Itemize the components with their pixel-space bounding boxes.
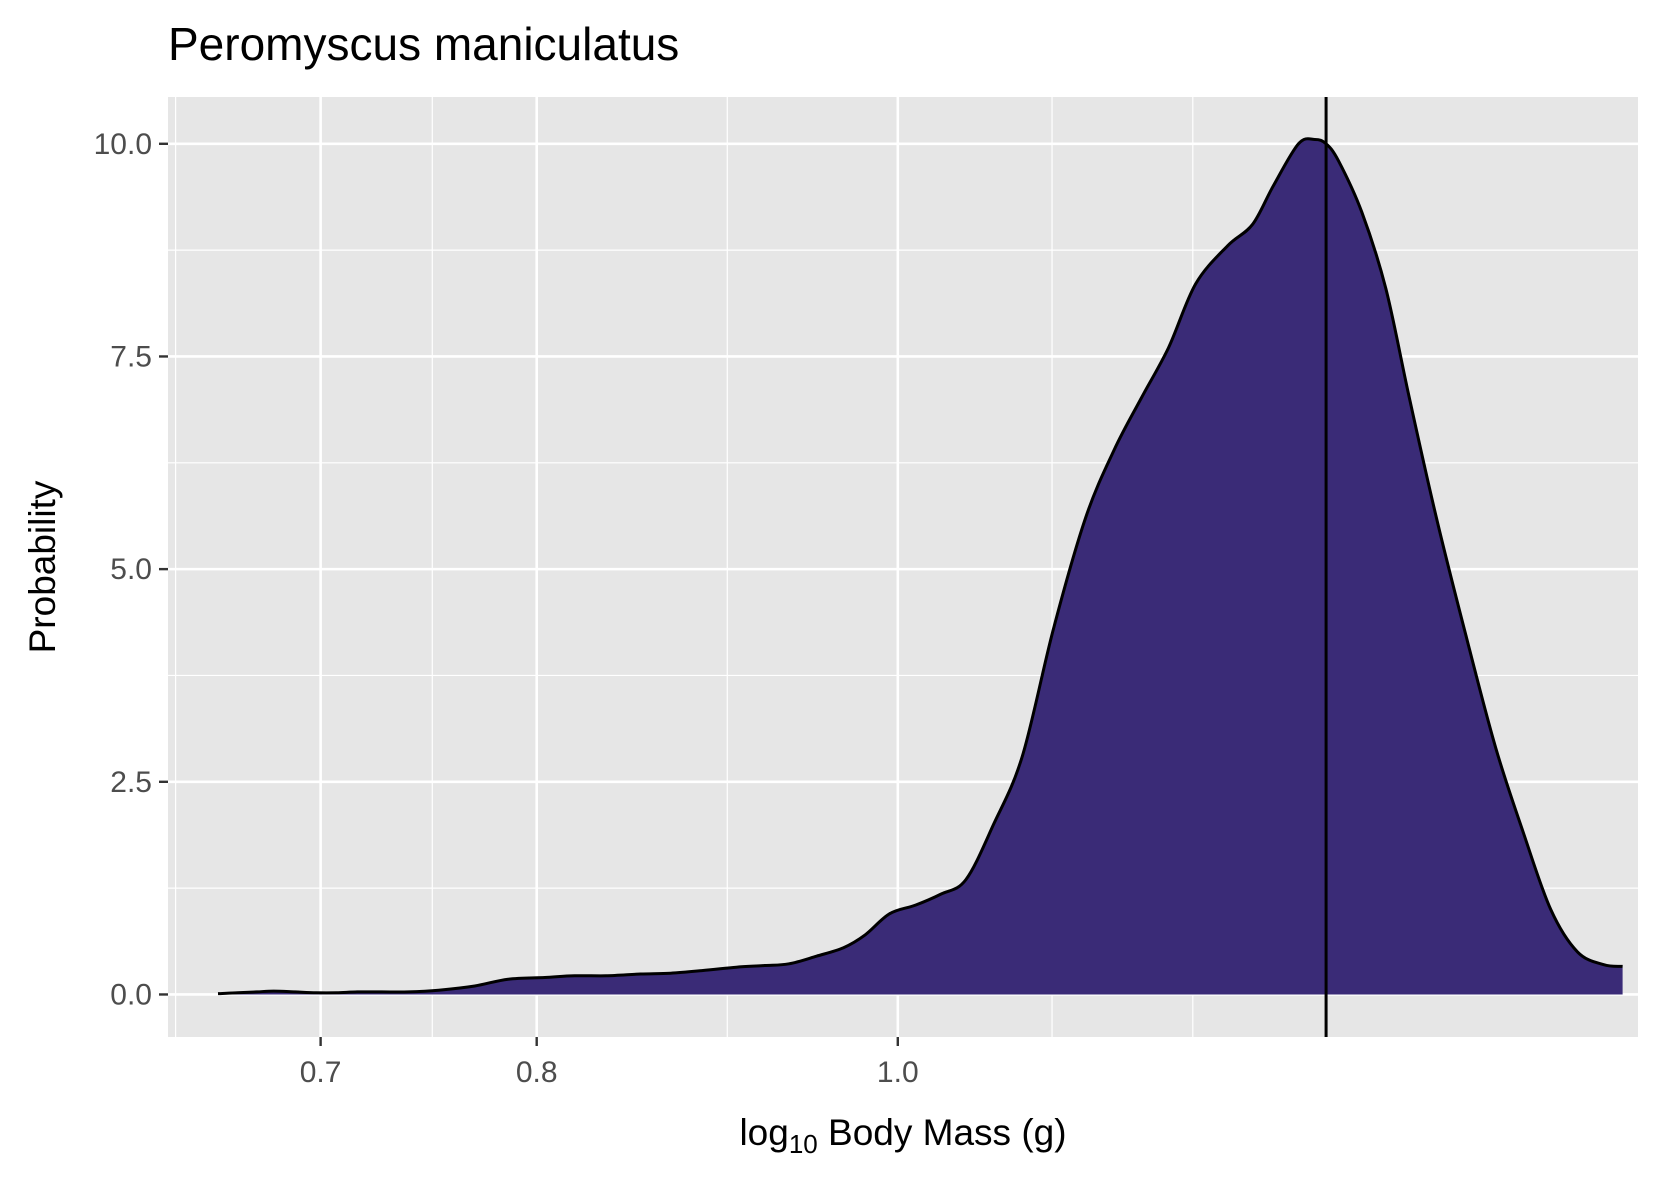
- x-axis-title: log10 Body Mass (g): [739, 1112, 1066, 1159]
- density-area: [218, 138, 1623, 995]
- major-gridlines: [168, 97, 1638, 1037]
- y-tick-label-0: 0.0: [110, 978, 152, 1011]
- y-tick-label-2: 5.0: [110, 553, 152, 586]
- density-line: [217, 137, 1623, 996]
- x-axis: 0.7 0.8 1.0: [300, 1037, 919, 1089]
- x-tick-label-1: 0.8: [516, 1056, 558, 1089]
- y-axis-title: Probability: [22, 480, 63, 653]
- y-tick-label-4: 10.0: [94, 128, 152, 161]
- y-tick-label-1: 2.5: [110, 766, 152, 799]
- x-axis-title-rest: Body Mass: [818, 1112, 1022, 1153]
- y-tick-label-3: 7.5: [110, 340, 152, 373]
- x-axis-title-unit: (g): [1021, 1112, 1066, 1153]
- density-series: [217, 137, 1623, 996]
- y-axis: 0.0 2.5 5.0 7.5 10.0: [94, 128, 168, 1011]
- chart-title: Peromyscus maniculatus: [168, 18, 679, 70]
- x-axis-title-subscript: 10: [789, 1129, 818, 1159]
- x-tick-label-2: 1.0: [877, 1056, 919, 1089]
- x-tick-label-0: 0.7: [300, 1056, 342, 1089]
- x-axis-title-log: log: [739, 1112, 788, 1153]
